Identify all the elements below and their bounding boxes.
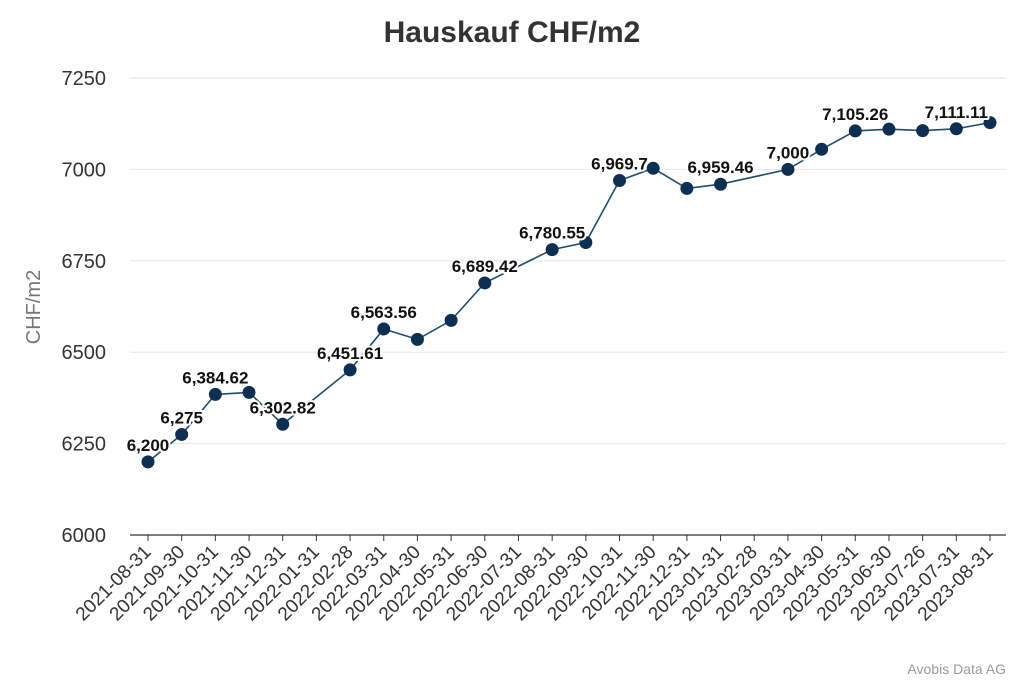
data-point	[478, 276, 492, 290]
y-tick-label: 7250	[62, 68, 107, 90]
y-axis-label: CHF/m2	[23, 270, 45, 344]
data-point	[882, 122, 896, 136]
data-point	[545, 243, 559, 257]
data-label: 6,275	[160, 408, 203, 427]
data-label: 6,563.56	[351, 303, 417, 322]
y-tick-label: 7000	[62, 159, 107, 181]
credit-text: Avobis Data AG	[907, 661, 1006, 677]
data-point	[208, 387, 222, 401]
grid-lines	[130, 77, 1006, 536]
data-point	[815, 142, 829, 156]
series-points	[141, 116, 997, 469]
data-point	[848, 124, 862, 138]
y-tick-label: 6500	[62, 342, 107, 364]
data-point	[141, 455, 155, 469]
data-point	[579, 236, 593, 250]
data-point	[983, 116, 997, 130]
y-tick-label: 6000	[62, 525, 107, 547]
data-point	[781, 162, 795, 176]
y-tick-label: 6250	[62, 434, 107, 456]
data-point	[646, 161, 660, 175]
data-point	[175, 427, 189, 441]
data-point	[613, 173, 627, 187]
data-point	[377, 322, 391, 336]
data-label: 6,384.62	[182, 368, 248, 387]
x-axis-ticks: 2021-08-312021-09-302021-10-312021-11-30…	[72, 535, 998, 625]
data-label: 7,000	[767, 143, 810, 162]
data-point	[410, 332, 424, 346]
data-label: 7,111.11	[925, 103, 988, 122]
data-point	[242, 385, 256, 399]
data-label: 7,105.26	[822, 105, 888, 124]
y-axis-ticks: 6000 6250 6500 6750 7000 7250	[62, 68, 107, 547]
data-label: 6,451.61	[317, 344, 383, 363]
data-point	[343, 363, 357, 377]
data-point	[949, 122, 963, 136]
data-label: 6,689.42	[452, 257, 518, 276]
data-label: 6,969.7	[591, 154, 648, 173]
data-point	[680, 181, 694, 195]
data-point	[444, 313, 458, 327]
data-label: 6,959.46	[687, 158, 753, 177]
data-point	[276, 417, 290, 431]
data-point	[916, 124, 930, 138]
data-label: 6,200	[127, 436, 170, 455]
y-tick-label: 6750	[62, 251, 107, 273]
data-point	[714, 177, 728, 191]
chart-title: Hauskauf CHF/m2	[384, 16, 641, 49]
data-labels: 6,200 6,275 6,384.626,302.82 6,451.61 6,563.…	[125, 101, 990, 457]
data-label: 6,780.55	[519, 224, 585, 243]
data-label: 6,302.82	[250, 398, 316, 417]
